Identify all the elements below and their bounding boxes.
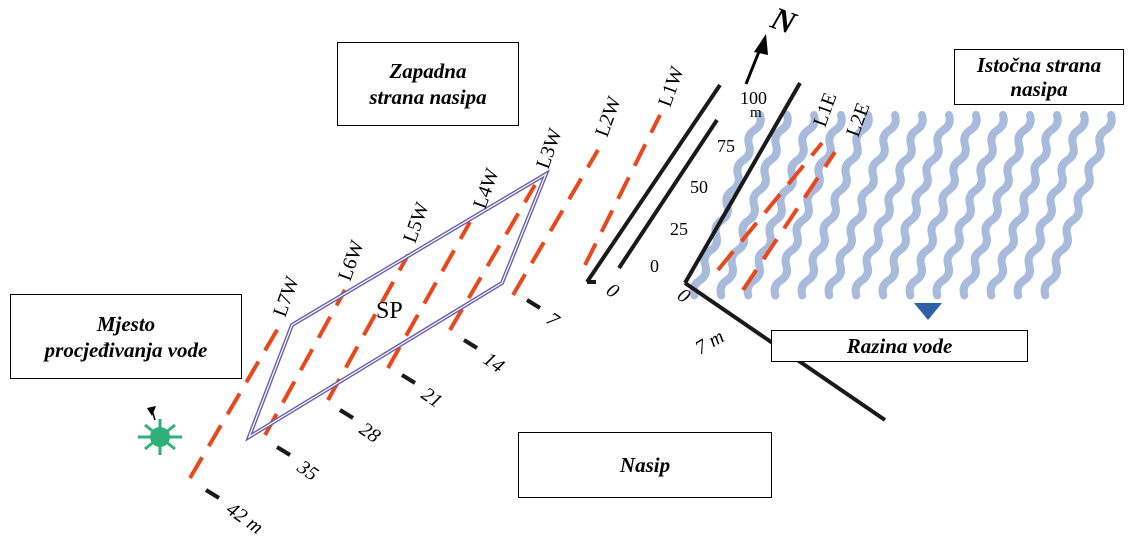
- survey-line-L4W: [448, 183, 537, 332]
- axis-label-0-north: 0: [650, 256, 659, 276]
- axis-label-7m-east: 7 m: [692, 326, 729, 360]
- axis-tick-14: [462, 338, 479, 350]
- axis-label-25: 25: [670, 219, 688, 239]
- survey-lines: [188, 114, 837, 480]
- east-side-label-line1: Istočna strana: [976, 53, 1102, 77]
- sp-zone-inner: [247, 172, 548, 439]
- label-L3W: L3W: [532, 125, 567, 171]
- axis-label-28: 28: [355, 418, 384, 447]
- seepage-label-line2: procjeđivanja vode: [44, 337, 208, 362]
- axis-tick-35: [275, 445, 292, 457]
- east-side-label-line2: nasipa: [1010, 77, 1068, 101]
- axis-label-7: 7: [542, 308, 564, 332]
- seepage-marker: [138, 406, 182, 455]
- dam-label: Nasip: [518, 432, 772, 498]
- west-side-label-line1: Zapadna: [389, 59, 467, 83]
- label-L6W: L6W: [334, 237, 369, 283]
- axis-tick-21: [400, 373, 417, 385]
- label-L5W: L5W: [399, 199, 434, 245]
- dam-label-text: Nasip: [619, 453, 671, 477]
- west-side-label-line2: strana nasipa: [369, 85, 487, 109]
- seepage-pointer-head: [147, 406, 156, 416]
- axis-label-75: 75: [717, 136, 735, 156]
- water-level-label: Razina vode: [771, 330, 1028, 362]
- axis-label-m: m: [750, 105, 762, 121]
- survey-line-L6W: [326, 254, 410, 401]
- label-L1W: L1W: [654, 63, 689, 109]
- survey-line-L5W: [386, 221, 472, 369]
- survey-line-L1E: [716, 141, 824, 272]
- seepage-label: Mjesto procjeđivanja vode: [10, 294, 242, 379]
- water-level-label-text: Razina vode: [846, 334, 953, 358]
- east-side-label: Istočna strana nasipa: [954, 49, 1124, 105]
- axis-label-100: 100: [740, 88, 767, 108]
- survey-line-L7W: [263, 289, 347, 436]
- dam-wall-inner: [617, 118, 719, 270]
- dam-walls: [585, 82, 802, 284]
- dam-wall-west: [585, 83, 722, 284]
- axis-label-14: 14: [479, 348, 508, 377]
- axis-tick-28: [338, 408, 355, 420]
- survey-line-L3W: [511, 148, 600, 297]
- north-arrow: N: [744, 0, 803, 85]
- label-L4W: L4W: [469, 165, 504, 211]
- survey-line-L2W: [583, 114, 662, 266]
- north-arrow-head: [754, 34, 768, 55]
- axis-label-35: 35: [292, 456, 322, 486]
- axis-tick-42: [204, 488, 221, 500]
- sp-zone-label: SP: [376, 298, 403, 324]
- seepage-label-line1: Mjesto: [96, 311, 156, 336]
- water-level-marker: [914, 303, 942, 320]
- label-L2W: L2W: [591, 93, 626, 139]
- axis-tick-7: [525, 298, 542, 310]
- seepage-icon: [138, 419, 182, 455]
- north-label: N: [766, 0, 803, 42]
- axis-label-0-west: 0: [602, 279, 623, 303]
- survey-line-L8W: [188, 323, 282, 480]
- axis-label-21: 21: [417, 383, 446, 412]
- label-L2E: L2E: [842, 100, 874, 140]
- north-axis-line: [683, 82, 802, 284]
- label-L7W: L7W: [269, 273, 304, 319]
- survey-line-L2E: [741, 150, 837, 292]
- axis-label-50: 50: [690, 177, 708, 197]
- sp-zone: [245, 169, 551, 442]
- axis-label-42: 42 m: [222, 498, 267, 538]
- west-side-label: Zapadna strana nasipa: [337, 42, 519, 126]
